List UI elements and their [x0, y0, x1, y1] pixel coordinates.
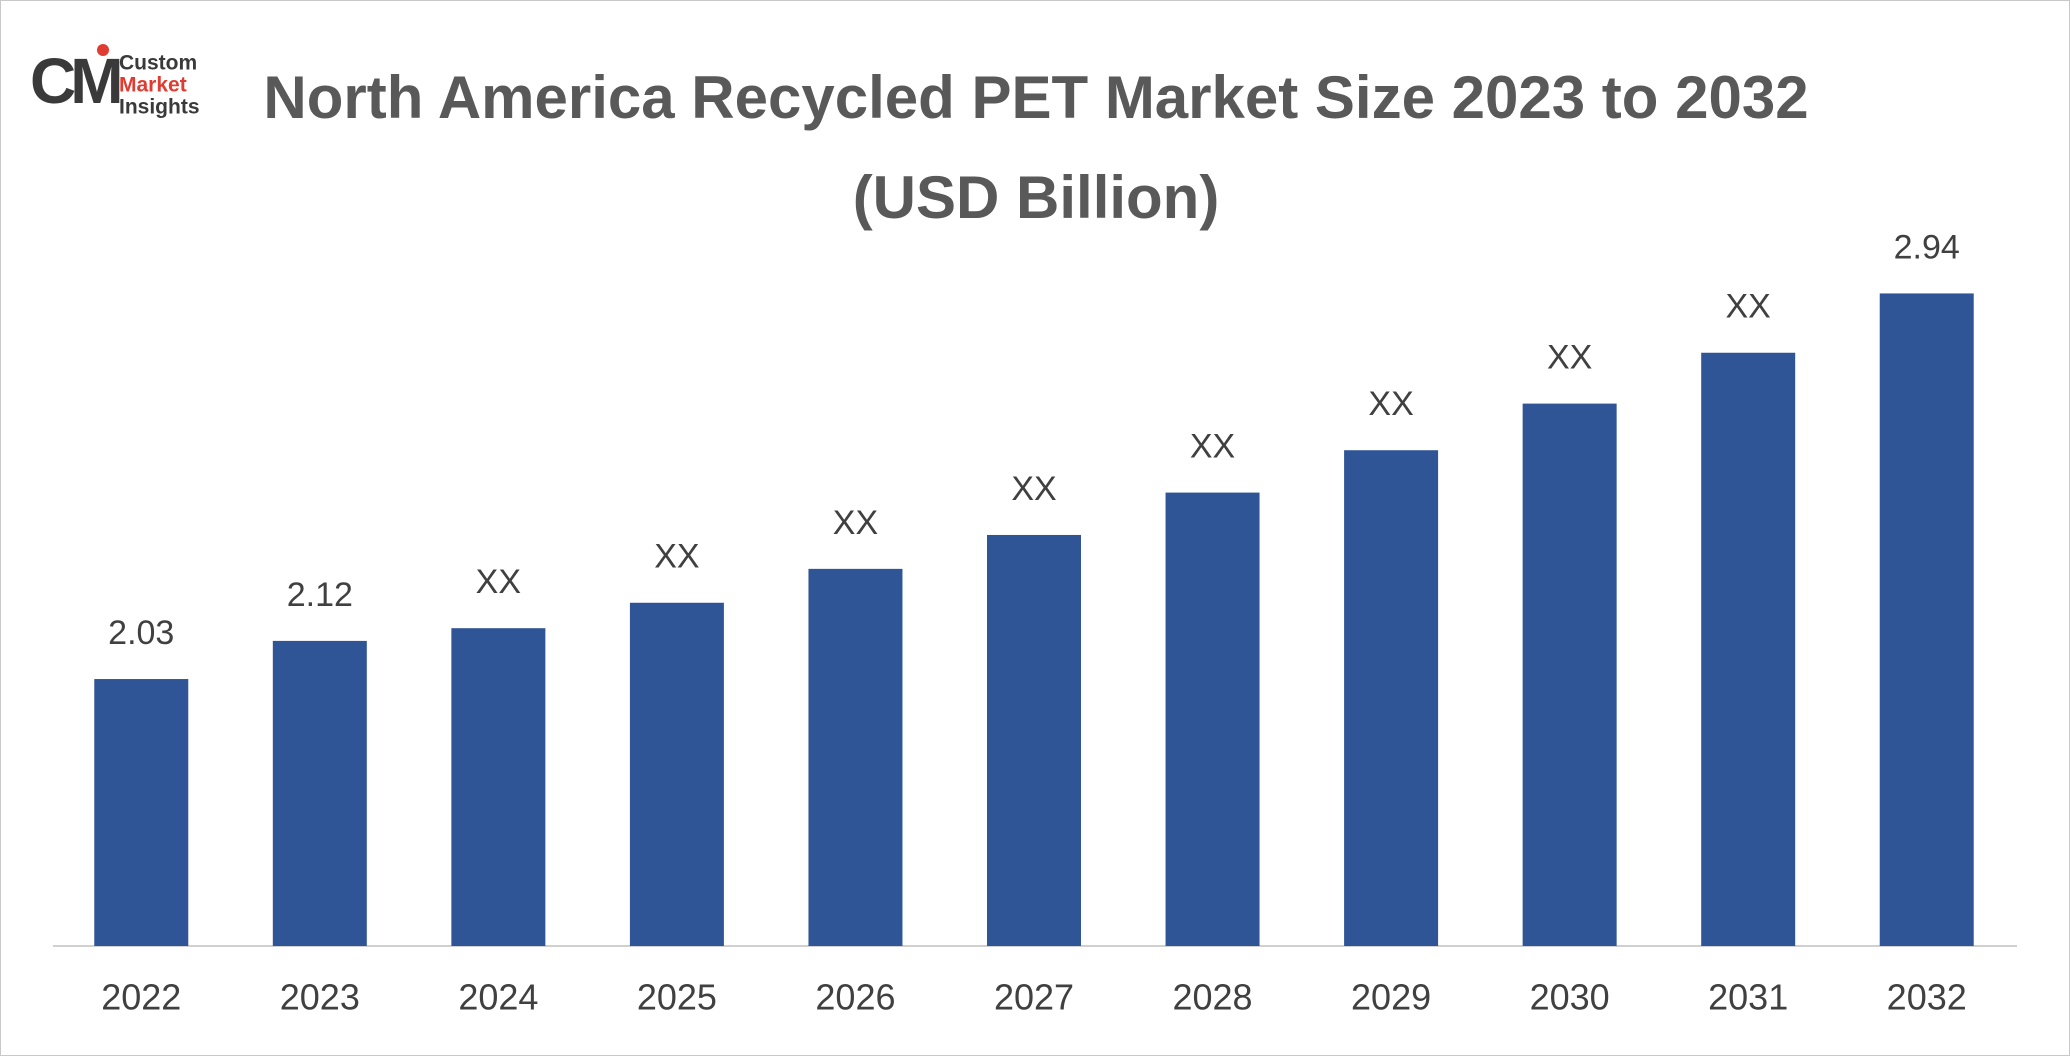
- x-tick-label: 2027: [994, 977, 1074, 1018]
- x-tick-label: 2026: [815, 977, 895, 1018]
- bar: [808, 568, 903, 946]
- x-tick-label: 2031: [1708, 977, 1788, 1018]
- data-label: XX: [833, 504, 878, 542]
- data-label: XX: [1726, 288, 1771, 326]
- x-tick-label: 2032: [1887, 977, 1967, 1018]
- logo: CM Custom Market Insights: [30, 44, 200, 119]
- bar: [1522, 403, 1617, 947]
- bar: [1879, 293, 1974, 946]
- bar: [629, 602, 724, 946]
- logo-dot: [97, 44, 109, 56]
- data-label: 2.94: [1894, 228, 1960, 266]
- logo-text: Insights: [119, 96, 200, 119]
- bar: [1165, 492, 1260, 946]
- bar: [987, 534, 1081, 946]
- x-tick-label: 2023: [280, 977, 360, 1018]
- data-label: XX: [1190, 428, 1235, 466]
- x-tick-label: 2028: [1172, 977, 1252, 1018]
- bar: [272, 640, 367, 946]
- bar: [451, 628, 546, 946]
- logo-text: Market: [119, 74, 187, 97]
- bar: [1701, 352, 1796, 946]
- x-tick-label: 2025: [637, 977, 717, 1018]
- bar: [94, 679, 189, 946]
- data-label: XX: [1547, 339, 1592, 377]
- bar: [1344, 450, 1439, 946]
- data-label: 2.03: [108, 614, 174, 652]
- x-tick-label: 2022: [101, 977, 181, 1018]
- data-label: XX: [476, 563, 521, 601]
- x-tick-label: 2024: [458, 977, 538, 1018]
- logo-text: Custom: [119, 52, 197, 75]
- data-label: XX: [1011, 470, 1056, 508]
- x-tick-label: 2029: [1351, 977, 1431, 1018]
- data-label: 2.12: [287, 576, 353, 614]
- data-label: XX: [654, 538, 699, 576]
- logo-mark: CM: [30, 45, 120, 117]
- x-tick-label: 2030: [1530, 977, 1610, 1018]
- data-label: XX: [1368, 385, 1413, 423]
- chart-title: North America Recycled PET Market Size 2…: [263, 64, 1809, 231]
